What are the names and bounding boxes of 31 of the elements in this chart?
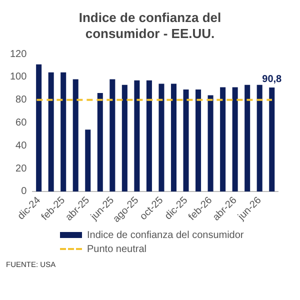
bar [85,130,91,192]
bar [208,95,214,192]
bar [110,79,116,192]
bar [48,72,54,192]
bar [183,90,189,192]
bar [36,64,42,192]
y-tick-label: 80 [16,94,28,106]
y-tick-label: 120 [10,48,28,60]
y-tick-label: 20 [16,163,28,174]
y-tick-label: 60 [16,118,28,128]
legend-label: Indice de confianza del consumidor [87,230,244,240]
bar [122,84,128,192]
legend-label: Punto neutral [87,244,146,254]
data-label: 90,8 [262,74,282,86]
chart-title: Indice de confianza del consumidor - EE.UU. [78,10,222,42]
bar [256,84,262,192]
bar [146,80,152,192]
bar [244,84,250,192]
bar [220,87,226,192]
bar [97,92,103,192]
y-tick-label: 40 [16,140,28,152]
bar [196,90,202,192]
bar [269,87,275,192]
y-tick-label: 0 [21,186,28,198]
bar [72,79,78,192]
bar [158,84,164,192]
bar [134,80,140,192]
y-tick-label: 100 [10,72,28,83]
bar [232,87,238,192]
bar [170,84,176,192]
bar [60,72,66,192]
